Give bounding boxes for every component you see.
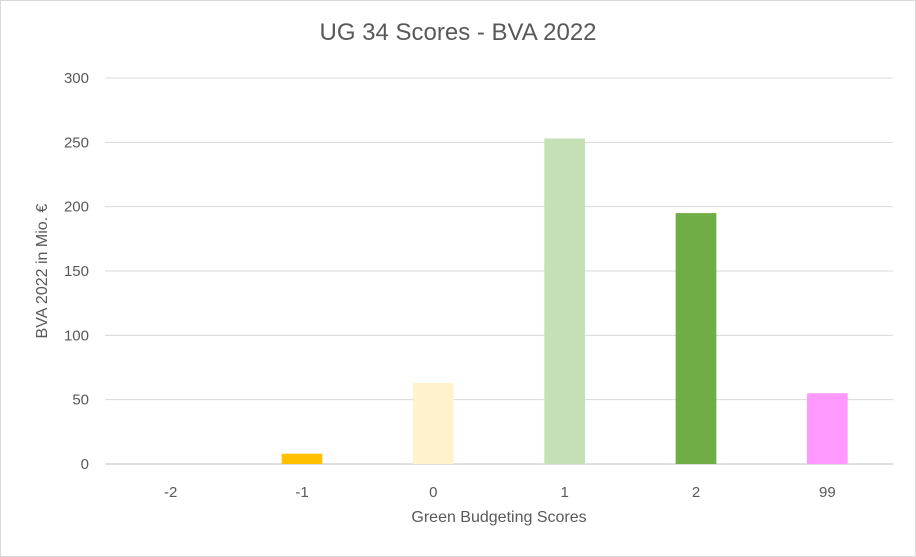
x-axis-label: Green Budgeting Scores bbox=[411, 509, 587, 526]
x-tick-label: 0 bbox=[429, 484, 437, 501]
y-tick-label: 50 bbox=[72, 392, 89, 409]
x-tick-label: 99 bbox=[819, 484, 836, 501]
x-tick-label: 2 bbox=[692, 484, 700, 501]
y-tick-label: 250 bbox=[64, 134, 89, 151]
y-tick-label: 150 bbox=[64, 263, 89, 280]
y-tick-label: 200 bbox=[64, 199, 89, 216]
y-tick-label: 300 bbox=[64, 70, 89, 87]
y-tick-label: 100 bbox=[64, 327, 89, 344]
bar bbox=[544, 138, 586, 464]
chart-title: UG 34 Scores - BVA 2022 bbox=[319, 19, 597, 46]
x-tick-label: -1 bbox=[295, 484, 308, 501]
x-tick-label: 1 bbox=[560, 484, 568, 501]
x-tick-label: -2 bbox=[164, 484, 177, 501]
bar bbox=[281, 453, 323, 464]
bar bbox=[675, 213, 717, 464]
y-tick-label: 0 bbox=[81, 456, 89, 473]
bar bbox=[806, 393, 848, 464]
bar bbox=[412, 382, 454, 464]
